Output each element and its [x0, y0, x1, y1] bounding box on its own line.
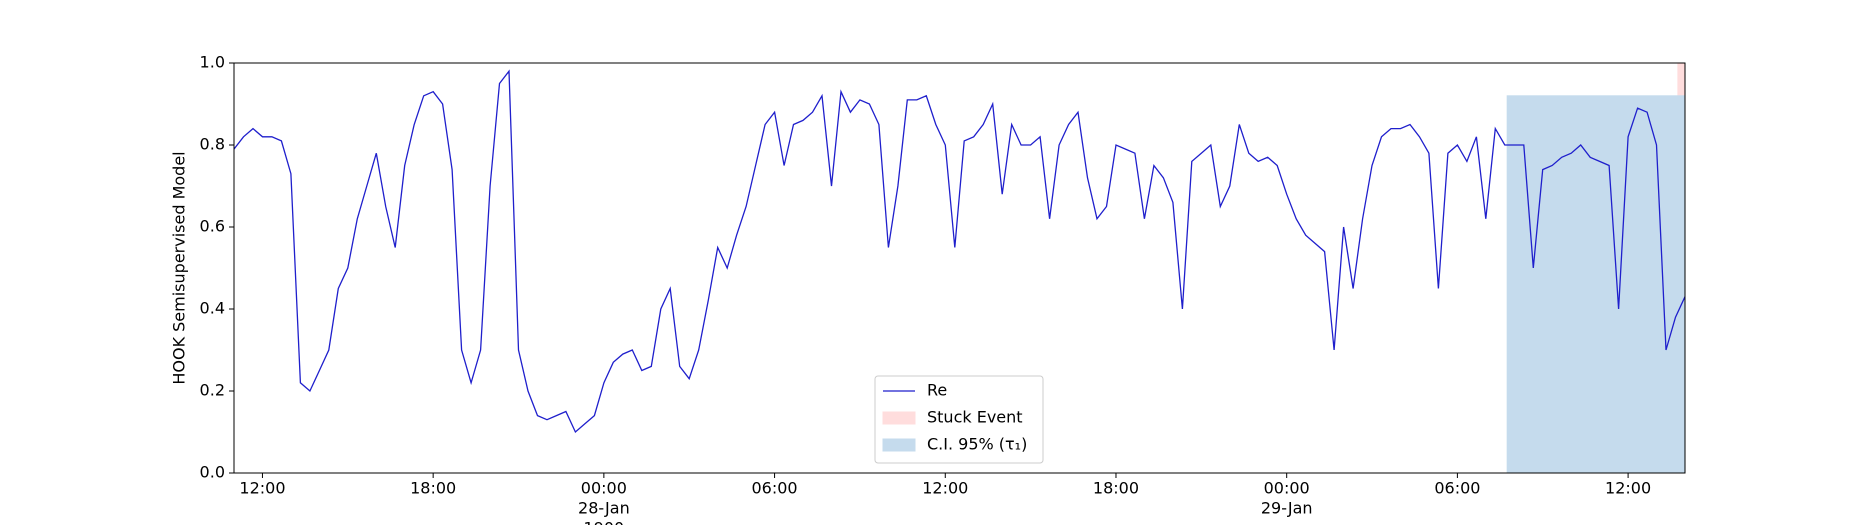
x-tick-label: 12:00: [239, 479, 285, 498]
y-tick-label: 0.2: [200, 381, 225, 400]
x-tick-label: 00:00: [1264, 479, 1310, 498]
y-tick-label: 1.0: [200, 53, 225, 72]
legend-box: [874, 375, 1044, 464]
x-tick-label: 06:00: [1434, 479, 1480, 498]
legend-label: C.I. 95% (τ₁): [927, 435, 1027, 454]
axes-frame: [233, 62, 1686, 474]
x-tick-date: 28-Jan: [578, 499, 630, 518]
x-tick-date: 29-Jan: [1261, 499, 1313, 518]
y-tick-label: 0.8: [200, 135, 225, 154]
x-tick-label: 12:00: [1605, 479, 1651, 498]
x-tick-label: 12:00: [922, 479, 968, 498]
x-tick-label: 00:00: [581, 479, 627, 498]
legend-swatch: [882, 411, 916, 425]
x-tick-year: 1900: [584, 519, 625, 525]
legend-label: Re: [927, 381, 947, 400]
y-tick-label: 0.0: [200, 463, 225, 482]
x-tick-label: 18:00: [1093, 479, 1139, 498]
span: [1506, 95, 1686, 474]
y-tick-label: 0.6: [200, 217, 225, 236]
x-tick-label: 06:00: [752, 479, 798, 498]
y-axis-label: HOOK Semisupervised Model: [170, 151, 189, 384]
legend-swatch: [882, 438, 916, 452]
x-tick-label: 18:00: [410, 479, 456, 498]
legend-label: Stuck Event: [927, 408, 1023, 427]
line: [234, 69, 1685, 434]
y-tick-label: 0.4: [200, 299, 225, 318]
